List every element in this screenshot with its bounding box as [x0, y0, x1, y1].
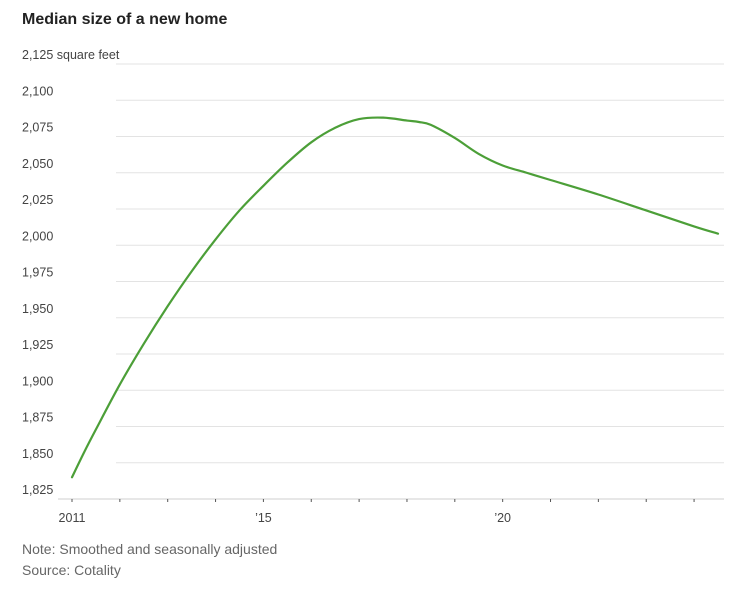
data-point [239, 210, 240, 211]
data-point [215, 239, 216, 240]
data-point [263, 185, 264, 186]
data-point [717, 233, 718, 234]
y-tick-label: 1,875 [22, 411, 53, 425]
data-point [430, 124, 431, 125]
y-tick-label: 2,050 [22, 157, 53, 171]
data-point [646, 210, 647, 211]
y-tick-label: 2,000 [22, 229, 53, 243]
data-point [119, 384, 120, 385]
chart-note: Note: Smoothed and seasonally adjusted [22, 541, 278, 557]
data-point [143, 343, 144, 344]
x-tick-label: ’15 [255, 511, 272, 525]
series-layer [70, 116, 720, 479]
data-point [287, 162, 288, 163]
data-point [311, 142, 312, 143]
data-point [478, 153, 479, 154]
data-point [382, 117, 383, 118]
y-tick-label: 1,825 [22, 483, 53, 497]
data-point [359, 119, 360, 120]
chart-title: Median size of a new home [22, 11, 228, 28]
x-axis-ticks: 2011 ’15 ’20 [59, 499, 695, 525]
data-point [526, 172, 527, 173]
y-tick-label: 2,025 [22, 193, 53, 207]
data-point [95, 429, 96, 430]
series-line [70, 116, 720, 479]
x-tick-label: ’20 [494, 511, 511, 525]
data-point [406, 120, 407, 121]
chart-notes: Note: Smoothed and seasonally adjusted S… [22, 539, 277, 581]
data-point [502, 165, 503, 166]
data-point [191, 271, 192, 272]
y-tick-label: 2,100 [22, 84, 53, 98]
x-tick-label: 2011 [59, 511, 86, 525]
chart-source: Source: Cotality [22, 562, 121, 578]
y-tick-label: 1,950 [22, 302, 53, 316]
data-point [693, 226, 694, 227]
data-point [550, 179, 551, 180]
data-point [598, 194, 599, 195]
y-axis-tick-labels: 1,825 1,850 1,875 1,900 1,925 1,950 1,975 2,000… [22, 48, 120, 497]
data-point [335, 127, 336, 128]
data-point [418, 121, 419, 122]
data-point [71, 477, 72, 478]
gridlines [116, 63, 724, 464]
y-tick-label: 1,900 [22, 374, 53, 388]
y-tick-label: 1,975 [22, 266, 53, 280]
y-tick-label: 1,850 [22, 447, 53, 461]
y-tick-label: 1,925 [22, 338, 53, 352]
data-point [167, 306, 168, 307]
y-tick-label: 2,125 square feet [22, 48, 120, 62]
data-point [83, 452, 84, 453]
data-point [454, 137, 455, 138]
y-tick-label: 2,075 [22, 121, 53, 135]
